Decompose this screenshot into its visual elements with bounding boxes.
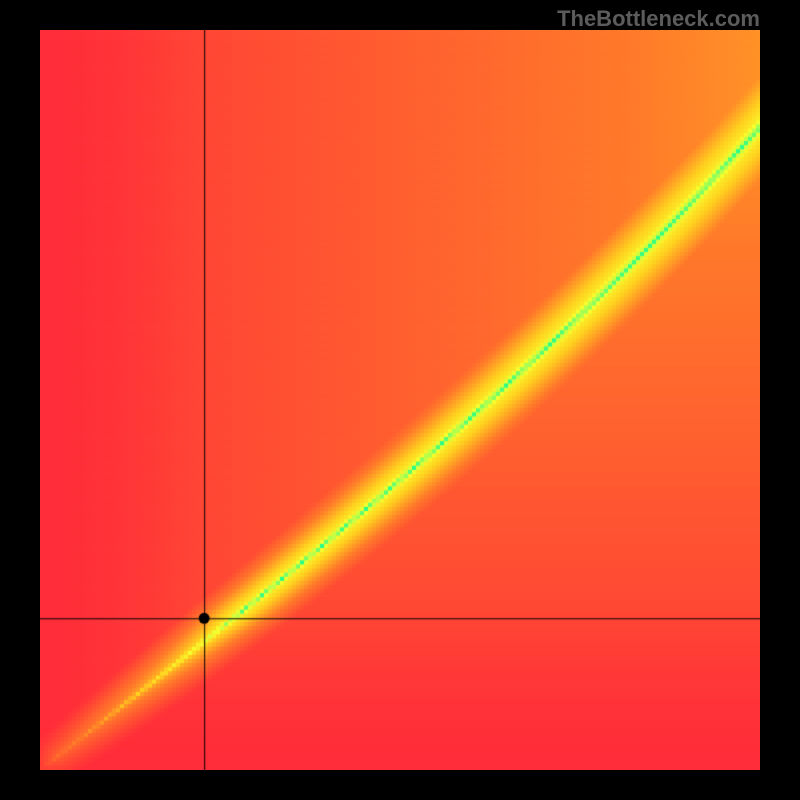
watermark-text: TheBottleneck.com <box>557 6 760 32</box>
heatmap-canvas <box>40 30 760 770</box>
chart-container: TheBottleneck.com <box>0 0 800 800</box>
